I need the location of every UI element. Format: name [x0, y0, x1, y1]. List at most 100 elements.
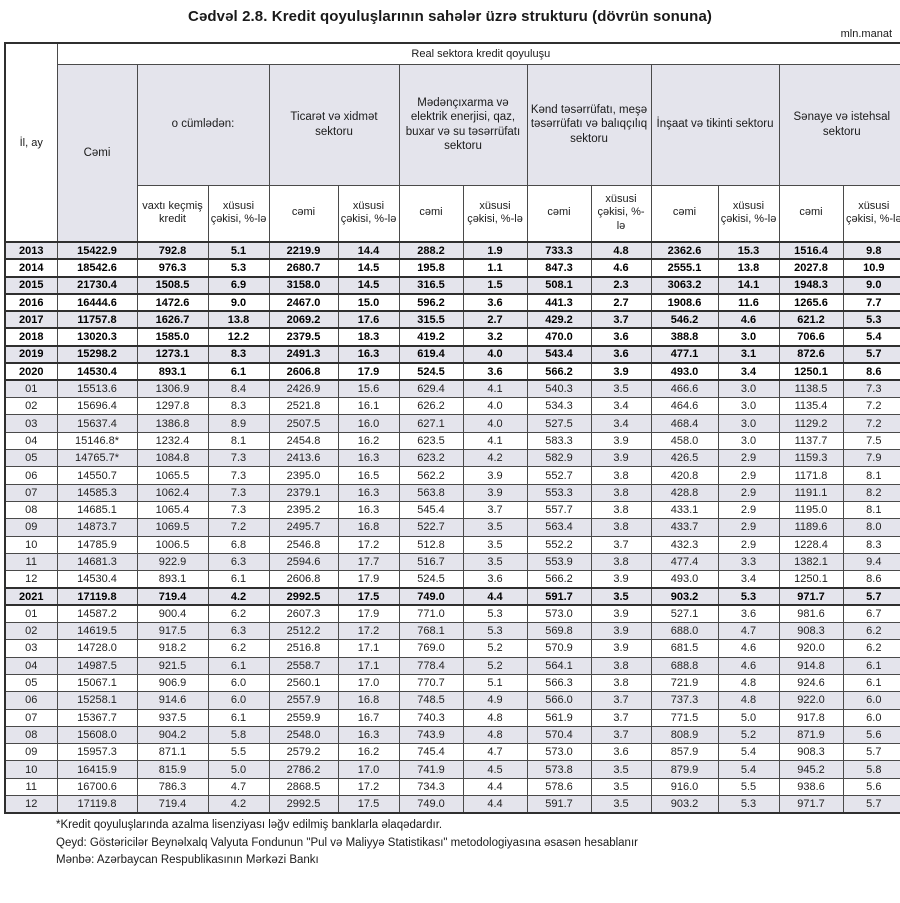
cell: 7.2 [207, 518, 270, 537]
cell: 543.4 [526, 344, 592, 365]
cell: 14.4 [337, 240, 400, 261]
cell: 3.5 [590, 379, 652, 399]
cell: 545.4 [398, 500, 464, 520]
header-row-subs: vaxtı keçmiş kredit xüsusi çəkisi, %-lə … [5, 184, 900, 243]
cell: 512.8 [398, 535, 464, 554]
cell: 2.7 [590, 292, 652, 313]
cell: 14.1 [717, 275, 780, 295]
cell: 432.3 [650, 535, 719, 554]
cell: 4.6 [717, 639, 780, 658]
col-share-pct: xüsusi çəkisi, %-lə [590, 184, 652, 243]
cell: 2555.1 [650, 258, 719, 278]
cell: 14765.7* [56, 449, 138, 468]
cell: 16.1 [337, 397, 400, 416]
cell: 16700.6 [56, 777, 138, 797]
cell: 2607.3 [268, 604, 339, 624]
unit-label: mln.manat [840, 28, 892, 40]
cell: 15067.1 [56, 673, 138, 693]
cell: 17.2 [337, 535, 400, 554]
cell: 5.3 [717, 586, 780, 607]
cell: 8.6 [842, 570, 900, 589]
cell: 17.9 [337, 570, 400, 589]
cell: 6.3 [207, 622, 270, 641]
cell: 741.9 [398, 760, 464, 779]
cell: 918.2 [136, 639, 209, 658]
row-label: 2015 [4, 275, 58, 295]
cell: 1.5 [462, 275, 528, 295]
cell: 4.8 [717, 673, 780, 693]
page-title: Cədvəl 2.8. Kredit qoyuluşlarının sahələ… [188, 8, 712, 25]
cell: 540.3 [526, 379, 592, 399]
cell: 5.1 [462, 673, 528, 693]
cell: 1062.4 [136, 483, 209, 502]
cell: 17.6 [337, 310, 400, 330]
cell: 2395.2 [268, 500, 339, 520]
cell: 596.2 [398, 292, 464, 313]
cell: 626.2 [398, 397, 464, 416]
cell: 937.5 [136, 708, 209, 727]
cell: 4.1 [462, 431, 528, 451]
cell: 5.1 [207, 240, 270, 261]
cell: 6.1 [207, 656, 270, 675]
cell: 623.5 [398, 431, 464, 451]
cell: 904.2 [136, 725, 209, 745]
cell: 3.7 [590, 691, 652, 710]
credit-structure-table: İl, ay Real sektora kredit qoyuluşu Cəmi… [4, 42, 900, 814]
cell: 1585.0 [136, 327, 209, 347]
cell: 5.2 [462, 639, 528, 658]
cell: 17.0 [337, 673, 400, 693]
cell: 3.7 [462, 500, 528, 520]
cell: 468.4 [650, 414, 719, 433]
cell: 15.3 [717, 240, 780, 261]
cell: 573.0 [526, 743, 592, 762]
table-row: 10 14785.9 1006.5 6.8 2546.8 17.2 512.8 3.5 552.… [4, 535, 900, 554]
cell: 770.7 [398, 673, 464, 693]
cell: 2507.5 [268, 414, 339, 433]
cell: 6.7 [842, 604, 900, 624]
cell: 6.2 [207, 639, 270, 658]
cell: 527.5 [526, 414, 592, 433]
cell: 315.5 [398, 310, 464, 330]
cell: 3.2 [462, 327, 528, 347]
cell: 2680.7 [268, 258, 339, 278]
cell: 1228.4 [778, 535, 844, 554]
cell: 561.9 [526, 708, 592, 727]
table-row: 01 14587.2 900.4 6.2 2607.3 17.9 771.0 5.3 573.0… [4, 604, 900, 624]
cell: 6.0 [207, 691, 270, 710]
cell: 4.8 [462, 708, 528, 727]
cell: 534.3 [526, 397, 592, 416]
table-row: 2016 16444.6 1472.6 9.0 2467.0 15.0 596.2 3.6 44… [4, 292, 900, 313]
table-row: 2014 18542.6 976.3 5.3 2680.7 14.5 195.8 1.1 847… [4, 258, 900, 278]
cell: 6.1 [842, 673, 900, 693]
cell: 688.8 [650, 656, 719, 675]
cell: 629.4 [398, 379, 464, 399]
cell: 4.0 [462, 344, 528, 365]
cell: 11757.8 [56, 310, 138, 330]
cell: 14585.3 [56, 483, 138, 502]
cell: 570.4 [526, 725, 592, 745]
cell: 15608.0 [56, 725, 138, 745]
cell: 11.6 [717, 292, 780, 313]
footnote-source: Mənbə: Azərbaycan Respublikasının Mərkəz… [56, 854, 319, 867]
table-row: 06 15258.1 914.6 6.0 2557.9 16.8 748.5 4.9 566.0… [4, 691, 900, 710]
cell: 14785.9 [56, 535, 138, 554]
cell: 743.9 [398, 725, 464, 745]
cell: 4.1 [462, 379, 528, 399]
cell: 433.7 [650, 518, 719, 537]
cell: 4.7 [462, 743, 528, 762]
cell: 493.0 [650, 570, 719, 589]
cell: 749.0 [398, 586, 464, 607]
cell: 3.1 [717, 344, 780, 365]
cell: 5.3 [207, 258, 270, 278]
cell: 17.5 [337, 586, 400, 607]
cell: 721.9 [650, 673, 719, 693]
cell: 3.4 [717, 362, 780, 382]
cell: 3.5 [462, 535, 528, 554]
cell: 5.6 [842, 777, 900, 797]
cell: 5.8 [842, 760, 900, 779]
cell: 1472.6 [136, 292, 209, 313]
cell: 5.0 [207, 760, 270, 779]
cell: 1065.5 [136, 466, 209, 485]
cell: 2594.6 [268, 552, 339, 572]
row-label: 03 [4, 639, 58, 658]
